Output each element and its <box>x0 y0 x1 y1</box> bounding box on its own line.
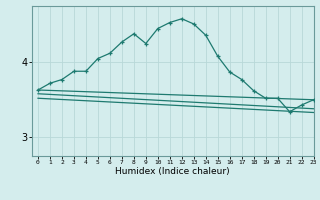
X-axis label: Humidex (Indice chaleur): Humidex (Indice chaleur) <box>116 167 230 176</box>
